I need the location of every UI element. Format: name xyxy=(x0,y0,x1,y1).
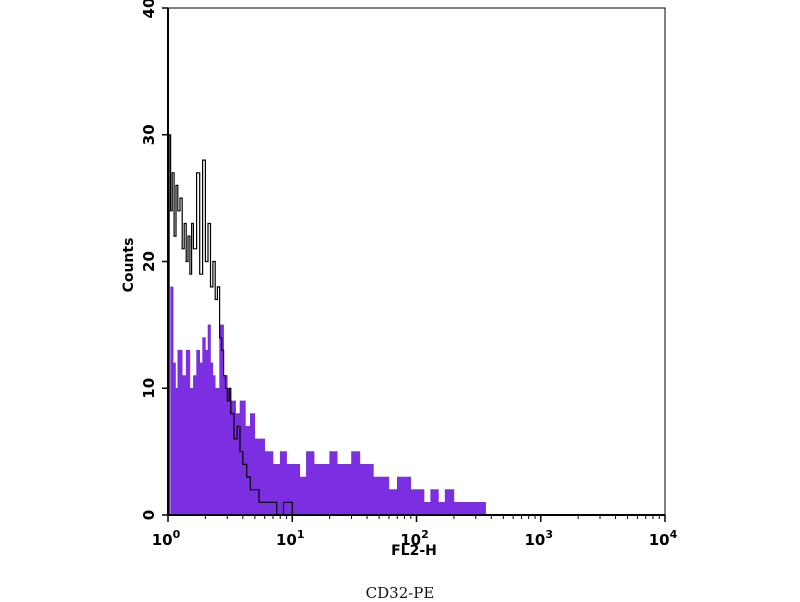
y-tick-label: 40 xyxy=(140,0,158,18)
x-tick-label: 103 xyxy=(524,528,553,549)
x-tick-label: 100 xyxy=(152,528,181,549)
y-tick-label: 0 xyxy=(140,510,158,520)
x-axis-label: FL2-H xyxy=(391,543,437,559)
axes: 0 10 20 30 40 100 101 102 103 104 xyxy=(140,0,678,549)
y-tick-label: 10 xyxy=(140,378,158,399)
x-tick-label: 104 xyxy=(649,528,678,549)
figure-caption: CD32-PE xyxy=(365,584,435,602)
y-tick-label: 20 xyxy=(140,251,158,272)
series-filled-histogram xyxy=(168,286,665,516)
plot-area xyxy=(168,134,665,516)
y-axis-label: Counts xyxy=(121,238,137,293)
x-tick-label: 102 xyxy=(400,528,429,549)
y-tick-label: 30 xyxy=(140,124,158,145)
x-tick-label: 101 xyxy=(276,528,305,549)
series-outline-histogram xyxy=(168,134,665,516)
